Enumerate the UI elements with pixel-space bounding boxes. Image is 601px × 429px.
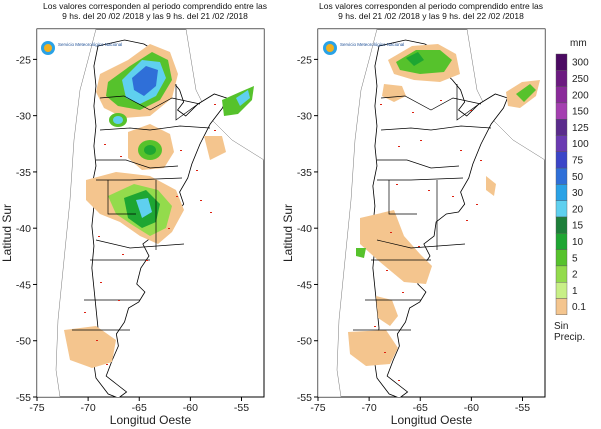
precip-area xyxy=(204,136,226,160)
legend-label: 250 xyxy=(572,74,589,85)
y-tick-label: -30 xyxy=(16,111,31,123)
precip-area xyxy=(348,330,398,366)
x-tick-label: -65 xyxy=(132,402,147,414)
legend-swatch xyxy=(555,151,568,169)
x-tick-label: -60 xyxy=(183,402,198,414)
province-boundaries xyxy=(72,84,211,331)
x-tick-label: -75 xyxy=(310,402,325,414)
station-markers-left xyxy=(84,104,216,365)
legend-swatch xyxy=(555,70,568,87)
precip-area xyxy=(376,296,398,326)
axes-right: -75 -70 -65 -60 -55 -25 -30 -35 -40 -45 -50 -55 Long… xyxy=(281,54,530,427)
logo-right: Servicio Meteorológico Nacional xyxy=(323,41,404,55)
x-axis-label: Longitud Oeste xyxy=(391,413,473,427)
legend-unit: mm xyxy=(570,38,587,49)
axes-left: -75 -70 -65 -60 -55 -25 -30 -35 -40 -45 -50 -55 Long… xyxy=(0,54,249,427)
legend-swatch xyxy=(555,216,568,234)
legend-label: 125 xyxy=(572,123,589,134)
legend-label: 0.1 xyxy=(572,302,586,313)
y-tick-label: -40 xyxy=(297,223,312,235)
legend-swatch xyxy=(555,86,568,104)
x-tick-label: -70 xyxy=(81,402,96,414)
y-tick-label: -50 xyxy=(16,336,31,348)
precip-area xyxy=(132,66,158,96)
legend-label: 10 xyxy=(572,237,584,248)
legend-no-precip: Precip. xyxy=(554,332,585,343)
legend-label: 75 xyxy=(572,155,584,166)
legend-label: 5 xyxy=(572,253,578,264)
province-boundaries xyxy=(353,84,492,331)
map-title-right: Los valores corresponden al periodo comp… xyxy=(319,1,543,21)
legend-label: 100 xyxy=(572,139,589,150)
y-tick-label: -55 xyxy=(297,392,312,404)
legend-swatch xyxy=(555,53,568,71)
precip-area xyxy=(136,198,152,218)
legend-label: 50 xyxy=(572,172,584,183)
legend-label: 2 xyxy=(572,270,578,281)
logo-left: Servicio Meteorológico Nacional xyxy=(41,41,122,55)
legend-swatch xyxy=(555,135,568,152)
precip-area xyxy=(516,84,536,102)
legend-swatch xyxy=(555,167,568,185)
y-axis-label: Latitud Sur xyxy=(281,204,295,262)
x-tick-label: -70 xyxy=(362,402,377,414)
y-tick-label: -30 xyxy=(297,111,312,123)
map-title-left: Los valores corresponden al periodo comp… xyxy=(43,1,267,21)
y-tick-label: -55 xyxy=(16,392,31,404)
legend-label: 150 xyxy=(572,107,589,118)
y-tick-label: -35 xyxy=(297,167,312,179)
legend-swatch xyxy=(555,200,568,218)
legend-swatch xyxy=(555,265,568,283)
svg-text:Servicio Meteorológico Naciona: Servicio Meteorológico Nacional xyxy=(340,42,404,47)
chile-region xyxy=(318,29,378,397)
y-tick-label: -35 xyxy=(16,167,31,179)
y-tick-label: -40 xyxy=(16,223,31,235)
y-tick-label: -50 xyxy=(297,336,312,348)
legend-swatch xyxy=(555,118,568,136)
legend-no-precip: Sin xyxy=(554,321,568,332)
map-right: Servicio Meteorológico Nacional xyxy=(317,28,546,398)
legend-swatch xyxy=(555,102,568,120)
legend-swatch xyxy=(555,184,568,201)
legend-label: 20 xyxy=(572,204,584,215)
legend-label: 300 xyxy=(572,58,589,69)
y-tick-label: -45 xyxy=(297,279,312,291)
y-tick-label: -45 xyxy=(16,279,31,291)
legend-swatch xyxy=(555,249,568,267)
neighbor-region xyxy=(466,29,545,161)
neighbor-region xyxy=(185,29,264,161)
svg-text:Servicio Meteorológico Naciona: Servicio Meteorológico Nacional xyxy=(58,42,122,47)
y-tick-label: -25 xyxy=(16,54,31,66)
legend-label: 30 xyxy=(572,188,584,199)
x-tick-label: -55 xyxy=(234,402,249,414)
x-axis-label: Longitud Oeste xyxy=(110,413,192,427)
precip-area xyxy=(360,210,432,284)
legend-swatch xyxy=(555,298,568,315)
x-tick-label: -55 xyxy=(515,402,530,414)
legend-label: 1 xyxy=(572,286,578,297)
y-axis-label: Latitud Sur xyxy=(0,204,14,262)
precip-area xyxy=(356,248,366,258)
precip-area xyxy=(236,90,250,106)
y-tick-label: -25 xyxy=(297,54,312,66)
precip-area xyxy=(144,145,156,155)
map-left: Servicio Meteorológico Nacional xyxy=(36,28,265,398)
precip-area xyxy=(113,116,123,124)
legend-label: 200 xyxy=(572,90,589,101)
precip-area xyxy=(406,52,424,66)
legend-swatch xyxy=(555,233,568,250)
x-tick-label: -60 xyxy=(464,402,479,414)
legend-label: 15 xyxy=(572,221,584,232)
station-markers-right xyxy=(374,100,482,381)
precip-area xyxy=(486,176,496,196)
x-tick-label: -75 xyxy=(29,402,44,414)
legend-swatch xyxy=(555,282,568,299)
precip-area xyxy=(64,326,116,368)
chile-region xyxy=(37,29,97,397)
x-tick-label: -65 xyxy=(413,402,428,414)
legend: mm 300 250 200 150 125 100 75 50 30 20 15 10 5 2 1 0.1 Si… xyxy=(554,38,589,343)
